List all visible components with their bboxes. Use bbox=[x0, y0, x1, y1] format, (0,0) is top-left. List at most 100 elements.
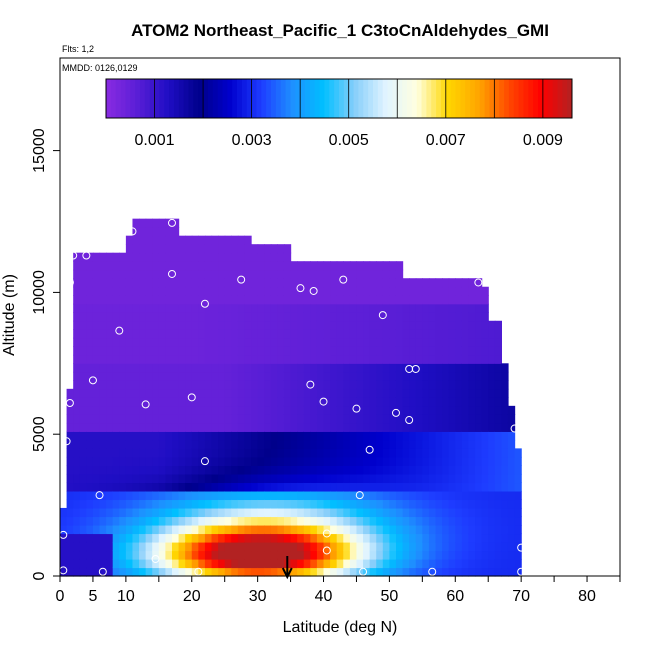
heatmap-cell bbox=[224, 558, 232, 569]
heatmap-cell bbox=[125, 431, 134, 441]
heatmap-cell bbox=[158, 516, 167, 526]
heatmap-cell bbox=[119, 354, 127, 364]
heatmap-cell bbox=[428, 473, 437, 484]
heatmap-cell bbox=[461, 278, 470, 288]
chart-title: ATOM2 Northeast_Pacific_1 C3toCnAldehyde… bbox=[131, 21, 549, 40]
heatmap-cell bbox=[409, 422, 417, 432]
heatmap-cell bbox=[231, 448, 239, 458]
heatmap-cell bbox=[428, 482, 437, 492]
heatmap-cell bbox=[283, 303, 292, 313]
heatmap-cell bbox=[310, 312, 318, 322]
heatmap-cell bbox=[145, 541, 153, 552]
x-axis: 0 5 10 20 30 40 50 60 70 80 bbox=[56, 576, 621, 605]
heatmap-cell bbox=[92, 465, 101, 475]
heatmap-cell bbox=[185, 329, 193, 339]
heatmap-cell bbox=[106, 354, 114, 364]
heatmap-cell bbox=[86, 414, 94, 424]
heatmap-cell bbox=[310, 567, 318, 577]
heatmap-cell bbox=[224, 244, 232, 254]
heatmap-cell bbox=[237, 388, 246, 398]
heatmap-cell bbox=[224, 261, 232, 271]
heatmap-cell bbox=[158, 252, 167, 262]
heatmap-cell bbox=[290, 286, 298, 296]
heatmap-cell bbox=[448, 507, 456, 518]
heatmap-cell bbox=[231, 422, 239, 432]
heatmap-cell bbox=[316, 286, 325, 296]
heatmap-cell bbox=[185, 439, 193, 449]
heatmap-cell bbox=[145, 465, 153, 475]
heatmap-cell bbox=[475, 295, 483, 305]
heatmap-cell bbox=[139, 465, 147, 475]
heatmap-cell bbox=[514, 482, 522, 492]
heatmap-cell bbox=[475, 541, 483, 552]
heatmap-cell bbox=[488, 550, 496, 560]
heatmap-cell bbox=[119, 482, 127, 492]
heatmap-cell bbox=[198, 329, 206, 339]
heatmap-cell bbox=[119, 363, 127, 373]
heatmap-cell bbox=[409, 303, 417, 313]
heatmap-cell bbox=[244, 499, 252, 509]
colorbar-swatch bbox=[324, 79, 330, 118]
heatmap-cell bbox=[165, 320, 173, 330]
heatmap-cell bbox=[204, 269, 213, 279]
heatmap-cell bbox=[264, 337, 272, 347]
heatmap-cell bbox=[152, 278, 160, 288]
heatmap-cell bbox=[218, 558, 226, 569]
heatmap-cell bbox=[415, 499, 423, 509]
heatmap-cell bbox=[343, 516, 351, 526]
colorbar-swatch bbox=[256, 79, 262, 118]
heatmap-cell bbox=[290, 397, 298, 407]
heatmap-cell bbox=[389, 286, 397, 296]
heatmap-cell bbox=[290, 388, 298, 398]
heatmap-cell bbox=[488, 490, 496, 501]
heatmap-cell bbox=[139, 337, 147, 347]
colorbar-swatch bbox=[557, 79, 563, 118]
colorbar-swatch bbox=[203, 79, 209, 118]
heatmap-cell bbox=[264, 465, 272, 475]
heatmap-cell bbox=[132, 448, 140, 458]
heatmap-cell bbox=[185, 363, 193, 373]
heatmap-cell bbox=[257, 422, 265, 432]
heatmap-cell bbox=[191, 524, 199, 535]
heatmap-cell bbox=[316, 482, 325, 492]
heatmap-cell bbox=[132, 558, 140, 569]
heatmap-cell bbox=[106, 516, 114, 526]
heatmap-cell bbox=[257, 499, 265, 509]
heatmap-cell bbox=[112, 380, 120, 390]
heatmap-cell bbox=[356, 541, 364, 552]
heatmap-cell bbox=[395, 558, 404, 569]
heatmap-cell bbox=[422, 456, 430, 466]
heatmap-cell bbox=[475, 533, 483, 543]
heatmap-cell bbox=[73, 354, 81, 364]
heatmap-cell bbox=[448, 405, 456, 415]
heatmap-cell bbox=[165, 312, 173, 322]
heatmap-cell bbox=[60, 524, 68, 535]
heatmap-cell bbox=[323, 329, 331, 339]
heatmap-cell bbox=[395, 490, 404, 501]
heatmap-cell bbox=[290, 490, 298, 501]
heatmap-cell bbox=[224, 337, 232, 347]
heatmap-cell bbox=[303, 473, 311, 484]
heatmap-cell bbox=[310, 414, 318, 424]
heatmap-cell bbox=[402, 295, 410, 305]
heatmap-cell bbox=[185, 244, 193, 254]
heatmap-cell bbox=[323, 320, 331, 330]
heatmap-cell bbox=[211, 482, 219, 492]
heatmap-cell bbox=[224, 550, 232, 560]
heatmap-cell bbox=[270, 346, 279, 356]
heatmap-cell bbox=[303, 465, 311, 475]
heatmap-cell bbox=[409, 541, 417, 552]
heatmap-cell bbox=[395, 363, 404, 373]
heatmap-cell bbox=[66, 524, 74, 535]
heatmap-cell bbox=[244, 312, 252, 322]
heatmap-cell bbox=[132, 397, 140, 407]
heatmap-cell bbox=[132, 295, 140, 305]
heatmap-cell bbox=[382, 346, 390, 356]
heatmap-cell bbox=[316, 346, 325, 356]
heatmap-cell bbox=[343, 482, 351, 492]
heatmap-cell bbox=[119, 507, 127, 518]
heatmap-cell bbox=[264, 516, 272, 526]
heatmap-cell bbox=[73, 499, 81, 509]
heatmap-cell bbox=[270, 244, 279, 254]
